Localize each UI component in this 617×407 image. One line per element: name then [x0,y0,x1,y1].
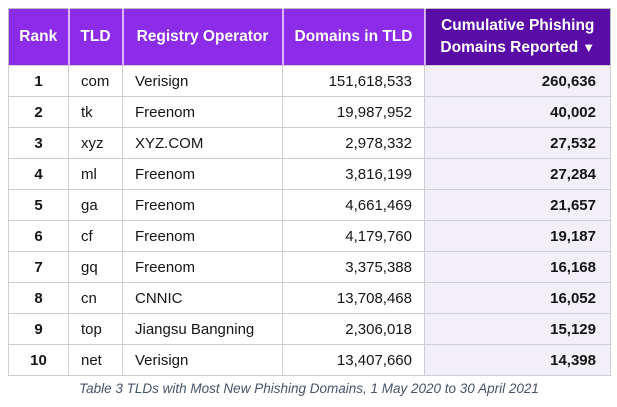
table-row: 5 ga Freenom 4,661,469 21,657 [8,189,611,221]
table-row: 2 tk Freenom 19,987,952 40,002 [8,96,611,128]
rank-cell: 5 [8,189,69,221]
rank-cell: 9 [8,313,69,345]
tld-cell: ml [68,158,123,190]
tld-cell: xyz [68,127,123,159]
phishing-domains-cell: 15,129 [424,313,611,345]
rank-cell: 7 [8,251,69,283]
rank-cell: 1 [8,65,69,97]
phishing-domains-cell: 16,168 [424,251,611,283]
domains-in-tld-cell: 3,816,199 [282,158,425,190]
domains-in-tld-cell: 2,306,018 [282,313,425,345]
column-header-registry-operator: Registry Operator [122,8,284,66]
phishing-tld-table-container: Rank TLD Registry Operator Domains in TL… [8,8,611,376]
registry-operator-cell: XYZ.COM [122,127,283,159]
rank-cell: 4 [8,158,69,190]
registry-operator-cell: Verisign [122,344,283,376]
table-row: 8 cn CNNIC 13,708,468 16,052 [8,282,611,314]
rank-cell: 3 [8,127,69,159]
registry-operator-cell: Freenom [122,96,283,128]
table-header-row: Rank TLD Registry Operator Domains in TL… [8,8,611,66]
registry-operator-cell: Verisign [122,65,283,97]
phishing-domains-cell: 27,532 [424,127,611,159]
tld-cell: cf [68,220,123,252]
table-body: 1 com Verisign 151,618,533 260,636 2 tk … [8,65,611,376]
column-header-cumulative-phishing: Cumulative Phishing Domains Reported ▼ [424,8,611,66]
phishing-domains-cell: 19,187 [424,220,611,252]
tld-cell: cn [68,282,123,314]
domains-in-tld-cell: 4,661,469 [282,189,425,221]
rank-cell: 6 [8,220,69,252]
table-caption: Table 3 TLDs with Most New Phishing Doma… [79,381,539,396]
domains-in-tld-cell: 4,179,760 [282,220,425,252]
registry-operator-cell: Jiangsu Bangning [122,313,283,345]
rank-cell: 8 [8,282,69,314]
rank-cell: 2 [8,96,69,128]
tld-cell: net [68,344,123,376]
tld-cell: ga [68,189,123,221]
registry-operator-cell: Freenom [122,220,283,252]
phishing-domains-cell: 40,002 [424,96,611,128]
registry-operator-cell: Freenom [122,158,283,190]
tld-cell: top [68,313,123,345]
column-header-tld: TLD [68,8,124,66]
tld-cell: com [68,65,123,97]
phishing-domains-cell: 14,398 [424,344,611,376]
registry-operator-cell: Freenom [122,189,283,221]
table-row: 10 net Verisign 13,407,660 14,398 [8,344,611,376]
phishing-domains-cell: 27,284 [424,158,611,190]
sort-descending-icon: ▼ [582,40,596,55]
registry-operator-cell: CNNIC [122,282,283,314]
phishing-domains-cell: 16,052 [424,282,611,314]
phishing-domains-cell: 21,657 [424,189,611,221]
rank-cell: 10 [8,344,69,376]
column-header-rank: Rank [8,8,70,66]
column-header-domains-in-tld: Domains in TLD [282,8,426,66]
tld-cell: gq [68,251,123,283]
domains-in-tld-cell: 19,987,952 [282,96,425,128]
column-header-cumulative-phishing-label: Cumulative Phishing Domains Reported [440,16,595,56]
table-row: 7 gq Freenom 3,375,388 16,168 [8,251,611,283]
phishing-domains-cell: 260,636 [424,65,611,97]
domains-in-tld-cell: 13,407,660 [282,344,425,376]
table-row: 9 top Jiangsu Bangning 2,306,018 15,129 [8,313,611,345]
domains-in-tld-cell: 13,708,468 [282,282,425,314]
domains-in-tld-cell: 2,978,332 [282,127,425,159]
tld-cell: tk [68,96,123,128]
table-row: 1 com Verisign 151,618,533 260,636 [8,65,611,97]
domains-in-tld-cell: 3,375,388 [282,251,425,283]
phishing-tld-table: Rank TLD Registry Operator Domains in TL… [8,8,611,376]
table-row: 3 xyz XYZ.COM 2,978,332 27,532 [8,127,611,159]
domains-in-tld-cell: 151,618,533 [282,65,425,97]
table-row: 4 ml Freenom 3,816,199 27,284 [8,158,611,190]
registry-operator-cell: Freenom [122,251,283,283]
table-row: 6 cf Freenom 4,179,760 19,187 [8,220,611,252]
